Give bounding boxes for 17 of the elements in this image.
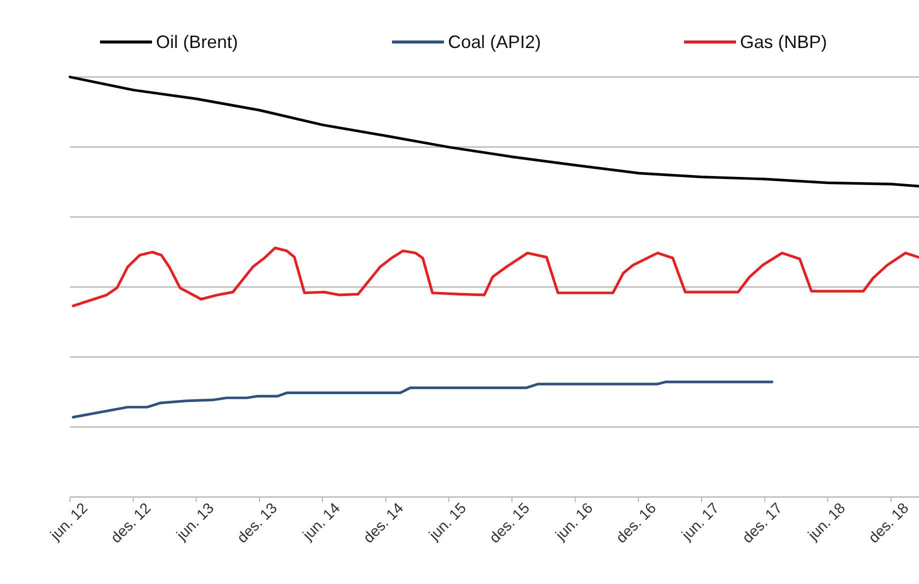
x-tick-label: jun. 13 <box>172 500 218 544</box>
x-tick-label: jun. 12 <box>46 500 92 544</box>
legend-label: Oil (Brent) <box>156 32 238 52</box>
x-tick-label: des. 15 <box>486 500 534 547</box>
x-tick-label: des. 18 <box>865 500 912 547</box>
x-tick-label: jun. 17 <box>678 500 723 544</box>
x-tick-label: des. 14 <box>360 500 407 547</box>
x-tick-label: des. 13 <box>234 500 281 547</box>
x-tick-label: des. 12 <box>108 500 154 547</box>
x-tick-label: jun. 14 <box>299 500 344 544</box>
legend-label: Coal (API2) <box>448 32 542 52</box>
x-tick-label: des. 17 <box>739 500 786 547</box>
x-tick-label: des. 16 <box>612 500 660 547</box>
x-tick-label: jun. 16 <box>552 500 596 544</box>
x-tick-label: jun. 18 <box>804 500 849 544</box>
legend-label: Gas (NBP) <box>740 32 828 52</box>
x-tick-label: jun. 15 <box>425 500 470 544</box>
